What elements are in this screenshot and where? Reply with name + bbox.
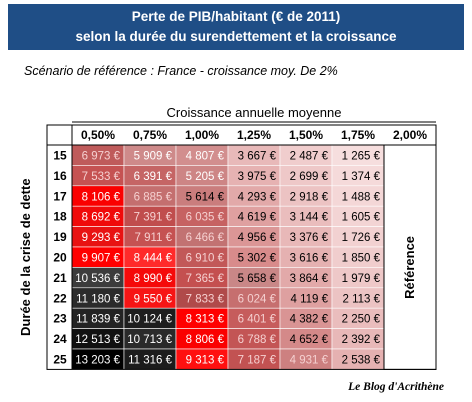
row-header: 15 [53,149,67,163]
cell-value-label: 6 885 € [134,191,173,203]
cell-value-label: 2 392 € [342,334,381,346]
cell-value-label: 6 024 € [238,293,277,305]
cell-value-label: 9 293 € [82,232,121,244]
table-border [46,124,437,370]
cell-value-label: 3 616 € [290,253,329,265]
cell-value-label: 7 833 € [186,293,225,305]
cell-value-label: 8 806 € [186,334,225,346]
cell-value-label: 9 313 € [186,355,225,367]
cell-value-label: 5 658 € [238,273,277,285]
cell-value-label: 9 907 € [82,253,121,265]
cell-value-label: 3 864 € [290,273,329,285]
cell-value-label: 13 203 € [75,355,120,367]
column-header: 0,75% [133,128,167,142]
cell-value-label: 8 313 € [186,314,225,326]
column-header: 2,00% [393,128,427,142]
cell-value-label: 10 124 € [127,314,172,326]
cell-value-label: 11 839 € [76,314,121,326]
cell-value-label: 9 550 € [134,293,173,305]
cell-value-label: 7 187 € [238,355,277,367]
cell-value-label: 4 382 € [290,314,329,326]
cell-value-label: 4 293 € [238,191,277,203]
cell-value-label: 12 513 € [75,334,120,346]
column-header: 1,25% [237,128,271,142]
cell-value-label: 6 391 € [134,171,173,183]
row-header: 19 [53,230,67,244]
row-header: 18 [53,210,67,224]
cell-value-label: 4 119 € [290,293,328,305]
cell-value-label: 4 956 € [238,232,277,244]
cell-value-label: 1 374 € [342,171,381,183]
reference-column [383,144,437,370]
reference-label: Référence [402,236,417,299]
cell-value-label: 7 911 € [134,232,172,244]
cell-value-label: 6 466 € [186,232,225,244]
row-header: 21 [53,271,67,285]
column-header: 1,00% [185,128,219,142]
column-header: 0,50% [81,128,115,142]
cell-value-label: 10 713 € [127,334,172,346]
cell-value-label: 1 488 € [342,191,381,203]
chart-title-line2: selon la durée du surendettement et la c… [75,29,397,44]
cell-value-label: 2 250 € [342,314,381,326]
cell-value-label: 8 990 € [134,273,173,285]
cell-value-label: 2 538 € [342,355,381,367]
column-header: 1,50% [289,128,323,142]
cell-value-label: 1 850 € [342,253,381,265]
cell-value-label: 1 605 € [342,212,381,224]
cell-value-label: 3 667 € [238,151,277,163]
cell-value-label: 8 444 € [134,253,173,265]
row-header: 16 [53,169,67,183]
row-header: 17 [53,189,67,203]
row-header: 22 [53,291,67,305]
cell-value-label: 1 979 € [342,273,381,285]
cell-value-label: 6 910 € [186,253,225,265]
chart-title-banner: Perte de PIB/habitant (€ de 2011) selon … [8,4,464,50]
cell-value-label: 2 699 € [290,171,329,183]
cell-value-label: 7 533 € [82,171,121,183]
credit-text: Le Blog d'Acrithène [348,381,444,393]
cell-value-label: 6 035 € [186,212,225,224]
cell-value-label: 3 144 € [290,212,329,224]
cell-value-label: 7 391 € [134,212,173,224]
row-header: 23 [53,312,67,326]
cell-value-label: 1 265 € [342,151,381,163]
x-axis-label: Croissance annuelle moyenne [167,105,342,120]
cell-value-label: 6 973 € [82,151,121,163]
chart-title-line1: Perte de PIB/habitant (€ de 2011) [131,9,341,24]
cell-value-label: 5 205 € [186,171,225,183]
row-header: 20 [53,251,67,265]
cell-value-label: 6 788 € [238,334,277,346]
cell-value-label: 5 302 € [238,253,277,265]
row-header: 25 [53,353,67,367]
cell-value-label: 6 401 € [238,314,277,326]
cell-value-label: 4 931 € [290,355,329,367]
cell-value-label: 5 614 € [186,191,225,203]
cell-value-label: 7 365 € [186,273,225,285]
cell-value-label: 4 807 € [186,151,225,163]
row-header: 24 [53,332,67,346]
cell-value-label: 3 376 € [290,232,329,244]
cell-value-label: 10 536 € [75,273,120,285]
cell-value-label: 4 652 € [290,334,329,346]
cell-value-label: 1 726 € [342,232,381,244]
cell-value-label: 8 106 € [82,191,121,203]
cell-value-label: 5 909 € [134,151,173,163]
chart-subtitle: Scénario de référence : France - croissa… [24,64,338,78]
cell-value-label: 2 918 € [290,191,329,203]
y-axis-label: Durée de la crise de dette [18,178,33,336]
cell-value-label: 8 692 € [82,212,121,224]
column-header: 1,75% [341,128,375,142]
cell-value-label: 4 619 € [238,212,277,224]
cell-value-label: 11 180 € [76,293,121,305]
cell-value-label: 11 316 € [128,355,173,367]
cell-value-label: 2 487 € [290,151,329,163]
cell-value-label: 3 975 € [238,171,277,183]
cell-value-label: 2 113 € [342,293,380,305]
